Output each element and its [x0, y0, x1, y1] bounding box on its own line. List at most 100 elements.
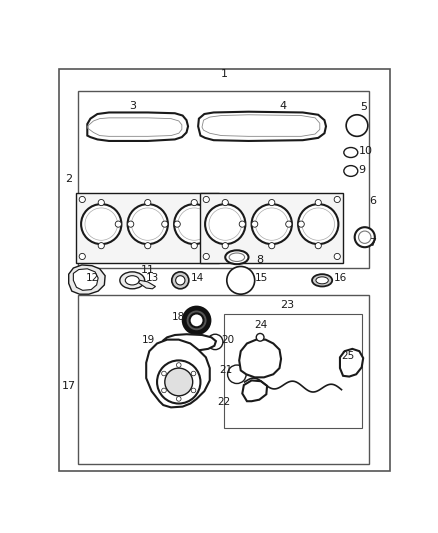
Circle shape — [191, 388, 196, 393]
Circle shape — [298, 221, 304, 227]
Bar — [78, 91, 369, 268]
Circle shape — [222, 243, 228, 249]
Circle shape — [208, 334, 223, 350]
Ellipse shape — [344, 148, 358, 158]
Circle shape — [127, 204, 168, 244]
Text: 3: 3 — [129, 101, 136, 111]
Circle shape — [210, 253, 216, 260]
Text: 8: 8 — [256, 255, 263, 265]
Text: 15: 15 — [255, 273, 268, 282]
Circle shape — [174, 221, 180, 227]
Text: 2: 2 — [65, 174, 72, 184]
Circle shape — [210, 196, 216, 203]
Text: 18: 18 — [172, 311, 185, 321]
Circle shape — [222, 199, 228, 206]
Text: 13: 13 — [146, 273, 159, 282]
Circle shape — [131, 208, 164, 240]
Circle shape — [176, 276, 185, 285]
Text: 6: 6 — [369, 196, 376, 206]
Circle shape — [346, 115, 368, 136]
Circle shape — [255, 208, 288, 240]
Circle shape — [209, 208, 241, 240]
Bar — [76, 193, 219, 263]
Polygon shape — [87, 112, 188, 141]
Polygon shape — [239, 340, 281, 377]
Text: 20: 20 — [221, 335, 234, 345]
Circle shape — [172, 272, 189, 289]
Bar — [224, 314, 362, 428]
Text: 1: 1 — [221, 69, 228, 78]
Circle shape — [268, 199, 275, 206]
Circle shape — [359, 231, 371, 244]
Circle shape — [162, 221, 168, 227]
Ellipse shape — [125, 276, 139, 285]
Ellipse shape — [120, 272, 145, 289]
Circle shape — [79, 196, 85, 203]
Circle shape — [298, 204, 339, 244]
Circle shape — [165, 368, 193, 396]
Circle shape — [191, 371, 196, 376]
Polygon shape — [198, 112, 326, 141]
Circle shape — [191, 199, 198, 206]
Circle shape — [178, 208, 211, 240]
Ellipse shape — [344, 166, 358, 176]
Ellipse shape — [316, 277, 328, 284]
Text: 9: 9 — [359, 165, 366, 175]
Text: 19: 19 — [142, 335, 155, 345]
Circle shape — [315, 199, 321, 206]
Circle shape — [227, 266, 255, 294]
Circle shape — [251, 204, 292, 244]
Circle shape — [98, 199, 104, 206]
Text: 16: 16 — [334, 273, 347, 282]
Circle shape — [98, 243, 104, 249]
Text: 4: 4 — [280, 101, 287, 111]
Circle shape — [286, 221, 292, 227]
Circle shape — [115, 221, 121, 227]
Ellipse shape — [312, 274, 332, 287]
Ellipse shape — [229, 253, 245, 262]
Circle shape — [251, 221, 258, 227]
Circle shape — [81, 204, 121, 244]
Text: 22: 22 — [218, 398, 231, 407]
Circle shape — [157, 360, 201, 403]
Circle shape — [334, 253, 340, 260]
Text: 12: 12 — [86, 273, 99, 282]
Circle shape — [162, 388, 166, 393]
Circle shape — [203, 196, 209, 203]
Circle shape — [315, 243, 321, 249]
Polygon shape — [340, 349, 363, 377]
Text: 24: 24 — [255, 320, 268, 330]
Text: 7: 7 — [369, 238, 376, 248]
Circle shape — [177, 397, 181, 401]
Text: 21: 21 — [220, 366, 233, 375]
Circle shape — [256, 334, 264, 341]
Text: 10: 10 — [359, 146, 373, 156]
Circle shape — [145, 199, 151, 206]
Circle shape — [355, 227, 375, 247]
Circle shape — [162, 371, 166, 376]
Circle shape — [205, 204, 245, 244]
Circle shape — [177, 363, 181, 367]
Text: 11: 11 — [141, 265, 155, 275]
Circle shape — [85, 208, 117, 240]
Circle shape — [203, 253, 209, 260]
Circle shape — [228, 365, 246, 384]
Bar — [200, 193, 343, 263]
Polygon shape — [242, 381, 267, 401]
Text: 25: 25 — [342, 351, 355, 361]
Polygon shape — [138, 280, 155, 289]
Circle shape — [190, 313, 204, 327]
Ellipse shape — [225, 251, 248, 264]
Circle shape — [302, 208, 335, 240]
Text: 23: 23 — [280, 301, 294, 310]
Polygon shape — [162, 334, 216, 350]
Circle shape — [79, 253, 85, 260]
Circle shape — [191, 243, 198, 249]
Circle shape — [127, 221, 134, 227]
Text: 5: 5 — [360, 102, 367, 112]
Circle shape — [268, 243, 275, 249]
Polygon shape — [146, 340, 210, 407]
Polygon shape — [73, 269, 98, 290]
Circle shape — [334, 196, 340, 203]
Circle shape — [184, 308, 209, 333]
